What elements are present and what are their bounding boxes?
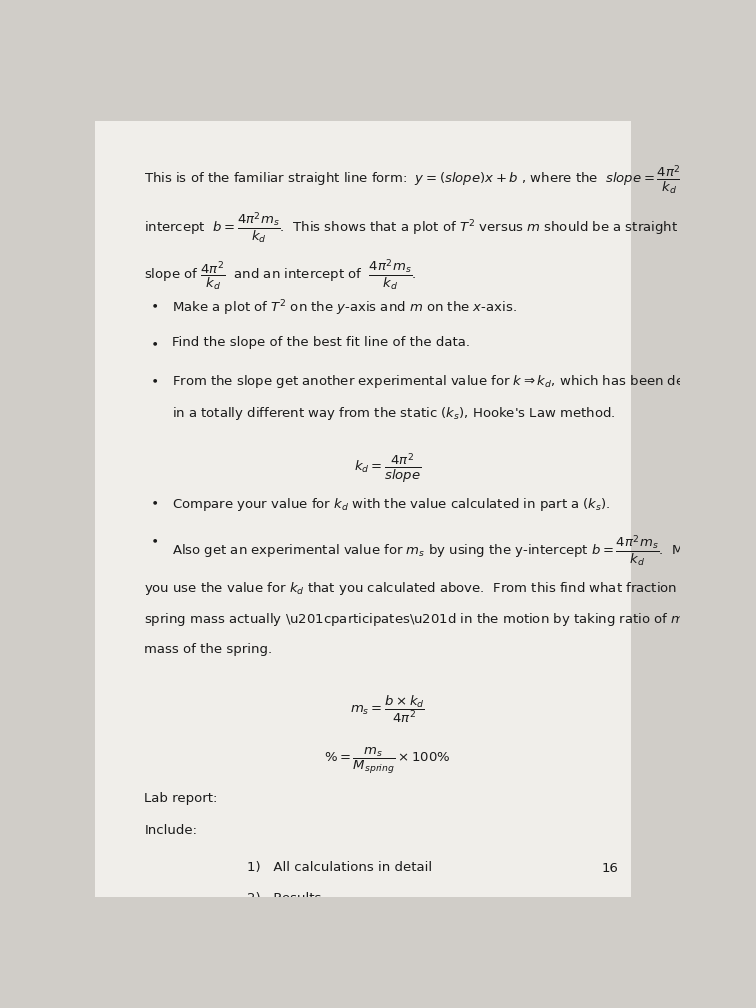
Text: mass of the spring.: mass of the spring. [144,643,272,656]
Text: $\bullet$: $\bullet$ [150,373,158,386]
Text: you use the value for $k_d$ that you calculated above.  From this find what frac: you use the value for $k_d$ that you cal… [144,580,721,597]
Text: $\bullet$: $\bullet$ [150,533,158,546]
Text: $\bullet$: $\bullet$ [150,298,158,311]
Text: Make a plot of $T^2$ on the $y$-axis and $m$ on the $x$-axis.: Make a plot of $T^2$ on the $y$-axis and… [172,298,517,319]
Bar [631,121,680,897]
Text: 1)   All calculations in detail: 1) All calculations in detail [246,861,432,874]
Text: 2)   Results: 2) Results [246,892,321,905]
Text: Compare your value for $k_d$ with the value calculated in part a $(k_s)$.: Compare your value for $k_d$ with the va… [172,496,611,513]
Text: intercept  $b = \dfrac{4\pi^2 m_s}{k_d}$.  This shows that a plot of $T^2$ versu: intercept $b = \dfrac{4\pi^2 m_s}{k_d}$.… [144,211,750,245]
Text: Find the slope of the best fit line of the data.: Find the slope of the best fit line of t… [172,336,470,349]
Text: 3)   Conclusion: 3) Conclusion [246,924,346,937]
Text: $\bullet$: $\bullet$ [150,336,158,349]
Text: in a totally different way from the static $(k_s)$, Hooke's Law method.: in a totally different way from the stat… [172,405,616,422]
Text: spring mass actually \u201cparticipates\u201d in the motion by taking ratio of $: spring mass actually \u201cparticipates\… [144,611,756,628]
Text: From the slope get another experimental value for $k \Rightarrow k_d$, which has: From the slope get another experimental … [172,373,745,390]
Text: Lab report:: Lab report: [144,792,218,804]
Text: This is of the familiar straight line form:  $y = (slope)x + b$ , where the  $sl: This is of the familiar straight line fo… [144,163,756,197]
Text: Include:: Include: [144,824,197,837]
Text: 16: 16 [602,863,618,875]
Text: Also get an experimental value for $m_s$ by using the y-intercept $b = \dfrac{4\: Also get an experimental value for $m_s$… [172,533,742,568]
Text: $k_d = \dfrac{4\pi^2}{slope}$: $k_d = \dfrac{4\pi^2}{slope}$ [354,452,421,485]
Text: $\% = \dfrac{m_s}{M_{spring}} \times 100\%$: $\% = \dfrac{m_s}{M_{spring}} \times 100… [324,745,451,775]
Text: $\bullet$: $\bullet$ [150,496,158,509]
Text: $m_s = \dfrac{b \times k_d}{4\pi^2}$: $m_s = \dfrac{b \times k_d}{4\pi^2}$ [350,695,425,726]
Text: slope of $\dfrac{4\pi^2}{k_d}$  and an intercept of  $\dfrac{4\pi^2 m_s}{k_d}$.: slope of $\dfrac{4\pi^2}{k_d}$ and an in… [144,257,417,291]
